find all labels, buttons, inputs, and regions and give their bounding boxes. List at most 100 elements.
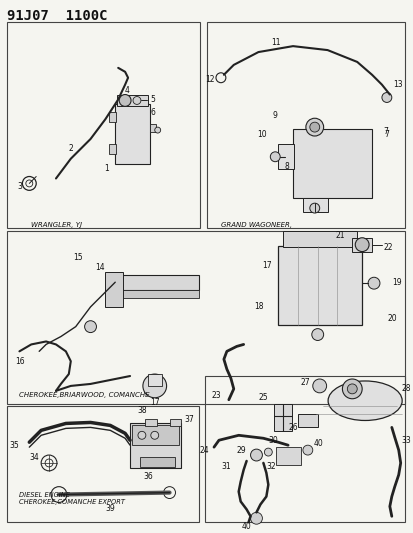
Circle shape <box>342 379 361 399</box>
Bar <box>273 403 291 431</box>
Text: 29: 29 <box>236 446 246 455</box>
Text: 23: 23 <box>211 391 221 400</box>
Bar <box>117 94 147 107</box>
Bar <box>150 124 155 132</box>
Circle shape <box>305 118 323 136</box>
Circle shape <box>150 431 158 439</box>
Circle shape <box>154 127 160 133</box>
Text: 14: 14 <box>95 263 105 272</box>
Ellipse shape <box>327 381 401 421</box>
Bar <box>109 144 116 154</box>
Circle shape <box>381 93 391 102</box>
Text: 19: 19 <box>391 278 401 287</box>
Text: 5: 5 <box>150 95 155 104</box>
Bar <box>105 272 123 307</box>
Bar <box>275 447 300 465</box>
Bar <box>109 112 116 122</box>
Bar <box>206 22 404 228</box>
Text: 17: 17 <box>262 261 272 270</box>
Text: 11: 11 <box>271 38 280 47</box>
Bar <box>147 374 161 386</box>
Text: 10: 10 <box>256 130 266 139</box>
Text: 20: 20 <box>386 314 396 323</box>
Circle shape <box>264 448 272 456</box>
Circle shape <box>119 94 131 107</box>
Text: 3: 3 <box>17 182 22 191</box>
Text: 8: 8 <box>283 162 288 171</box>
Text: 6: 6 <box>150 108 155 117</box>
Text: 27: 27 <box>299 378 309 387</box>
Text: 7: 7 <box>382 126 387 135</box>
Text: DIESEL ENGINE: DIESEL ENGINE <box>19 491 70 498</box>
Text: 25: 25 <box>258 393 268 402</box>
Bar <box>7 22 200 228</box>
Text: 26: 26 <box>287 423 297 432</box>
Circle shape <box>133 96 140 104</box>
Text: CHEROKEE,COMANCHE EXPORT: CHEROKEE,COMANCHE EXPORT <box>19 498 125 505</box>
Text: 21: 21 <box>335 231 344 240</box>
Text: 1: 1 <box>104 164 109 173</box>
Bar <box>120 290 199 298</box>
Text: 17: 17 <box>150 398 159 407</box>
Circle shape <box>302 445 312 455</box>
Circle shape <box>354 238 368 252</box>
Text: 2: 2 <box>68 144 73 154</box>
Bar <box>302 198 327 212</box>
Text: 16: 16 <box>15 357 25 366</box>
Text: 18: 18 <box>253 302 263 311</box>
Bar <box>169 418 181 426</box>
Text: GRAND WAGONEER,: GRAND WAGONEER, <box>221 222 291 228</box>
Text: 9: 9 <box>272 111 277 120</box>
Circle shape <box>138 431 145 439</box>
Circle shape <box>250 512 262 524</box>
Text: 33: 33 <box>401 436 411 445</box>
Bar <box>140 457 174 467</box>
Circle shape <box>347 384 356 394</box>
Bar <box>297 414 317 427</box>
Text: 35: 35 <box>9 441 19 450</box>
Circle shape <box>142 374 166 398</box>
Circle shape <box>367 277 379 289</box>
Circle shape <box>312 379 326 393</box>
Bar <box>7 406 199 522</box>
Text: 91J07  1100C: 91J07 1100C <box>7 9 107 22</box>
Text: 4: 4 <box>124 86 129 95</box>
Text: WRANGLER, YJ: WRANGLER, YJ <box>31 222 82 228</box>
Text: 28: 28 <box>401 384 410 393</box>
Text: 32: 32 <box>266 463 275 471</box>
Bar <box>351 238 371 252</box>
Circle shape <box>309 203 319 213</box>
Text: 31: 31 <box>221 463 230 471</box>
Text: CHEROKEE,BRIARWOOD, COMANCHE: CHEROKEE,BRIARWOOD, COMANCHE <box>19 392 150 398</box>
Circle shape <box>311 329 323 341</box>
Bar <box>278 144 293 168</box>
Text: 36: 36 <box>142 472 152 481</box>
Bar <box>204 376 404 522</box>
Text: 15: 15 <box>73 253 83 262</box>
Bar <box>282 231 356 247</box>
Text: 37: 37 <box>184 415 194 424</box>
Bar <box>292 129 371 198</box>
Text: 38: 38 <box>137 406 146 415</box>
Bar <box>130 423 181 468</box>
Circle shape <box>84 321 96 333</box>
Bar <box>115 104 150 164</box>
Text: 39: 39 <box>105 504 115 513</box>
Circle shape <box>270 152 280 161</box>
Text: 7: 7 <box>383 130 388 139</box>
Bar <box>132 425 179 445</box>
Circle shape <box>250 449 262 461</box>
Bar <box>278 246 361 325</box>
Text: 40: 40 <box>241 522 251 531</box>
Text: 40: 40 <box>313 439 323 448</box>
Circle shape <box>309 122 319 132</box>
Text: 13: 13 <box>392 80 401 89</box>
Text: 12: 12 <box>205 75 214 84</box>
Bar <box>120 275 199 290</box>
Text: 22: 22 <box>383 243 392 252</box>
Text: 24: 24 <box>199 446 209 455</box>
Text: 30: 30 <box>268 436 278 445</box>
Bar <box>7 231 404 403</box>
Bar <box>145 418 157 426</box>
Text: 34: 34 <box>29 453 39 462</box>
